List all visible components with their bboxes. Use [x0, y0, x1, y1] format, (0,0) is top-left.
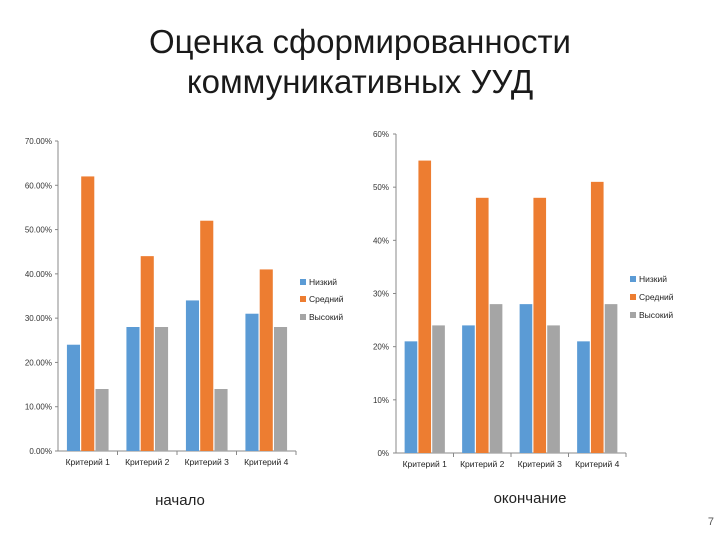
x-category-label: Критерий 2 — [125, 457, 170, 467]
x-category-label: Критерий 4 — [244, 457, 289, 467]
y-tick-label: 40.00% — [25, 270, 52, 279]
bar-low — [462, 325, 475, 453]
x-category-label: Критерий 3 — [185, 457, 230, 467]
bar-mid — [418, 160, 432, 454]
y-tick-label: 0.00% — [29, 447, 52, 456]
legend-swatch-mid — [300, 296, 306, 302]
slide-number: 7 — [707, 516, 714, 528]
bar-mid — [533, 197, 547, 453]
slide-title-line-2: коммуникативных УУД — [186, 63, 534, 100]
legend-label-mid: Средний — [309, 294, 344, 304]
y-tick-label: 20.00% — [25, 358, 52, 367]
legend-label-high: Высокий — [639, 310, 673, 320]
y-tick-label: 70.00% — [25, 137, 52, 146]
legend-label-mid: Средний — [639, 292, 674, 302]
bar-mid — [475, 197, 489, 453]
bar-low — [577, 341, 590, 453]
bar-low — [66, 344, 81, 451]
y-tick-label: 30.00% — [25, 314, 52, 323]
y-tick-label: 60% — [373, 130, 389, 139]
bar-low — [245, 313, 259, 451]
caption-end: окончание — [493, 490, 567, 507]
bar-low — [185, 300, 200, 451]
bar-mid — [81, 176, 95, 451]
bar-high — [273, 327, 288, 451]
bar-mid — [140, 256, 154, 451]
bar-high — [154, 327, 169, 451]
x-category-label: Критерий 3 — [518, 459, 563, 469]
x-category-label: Критерий 4 — [575, 459, 620, 469]
legend-label-low: Низкий — [639, 274, 667, 284]
bar-mid — [590, 181, 604, 453]
bar-high — [432, 325, 445, 453]
y-tick-label: 50.00% — [25, 226, 52, 235]
bar-mid — [200, 220, 214, 451]
y-tick-label: 10.00% — [25, 403, 52, 412]
x-category-label: Критерий 1 — [66, 457, 111, 467]
bar-low — [519, 304, 533, 453]
x-category-label: Критерий 1 — [403, 459, 448, 469]
y-tick-label: 20% — [373, 343, 389, 352]
legend-swatch-low — [300, 279, 306, 285]
legend-swatch-high — [300, 314, 306, 320]
y-tick-label: 30% — [373, 290, 389, 299]
legend-swatch-high — [630, 312, 636, 318]
bar-high — [214, 389, 228, 451]
y-tick-label: 50% — [373, 183, 389, 192]
y-tick-label: 10% — [373, 396, 389, 405]
bar-high — [95, 389, 109, 451]
x-category-label: Критерий 2 — [460, 459, 505, 469]
legend-swatch-low — [630, 276, 636, 282]
slide-title-line-1: Оценка сформированности — [148, 23, 571, 60]
legend-label-low: Низкий — [309, 277, 337, 287]
bar-high — [604, 304, 618, 453]
bar-low — [126, 327, 140, 451]
caption-start: начало — [155, 492, 205, 509]
y-tick-label: 60.00% — [25, 181, 52, 190]
legend-swatch-mid — [630, 294, 636, 300]
bar-mid — [259, 269, 273, 451]
bar-high — [489, 304, 503, 453]
bar-high — [547, 325, 560, 453]
y-tick-label: 0% — [377, 449, 389, 458]
legend-label-high: Высокий — [309, 312, 343, 322]
bar-low — [404, 341, 418, 453]
y-tick-label: 40% — [373, 236, 389, 245]
